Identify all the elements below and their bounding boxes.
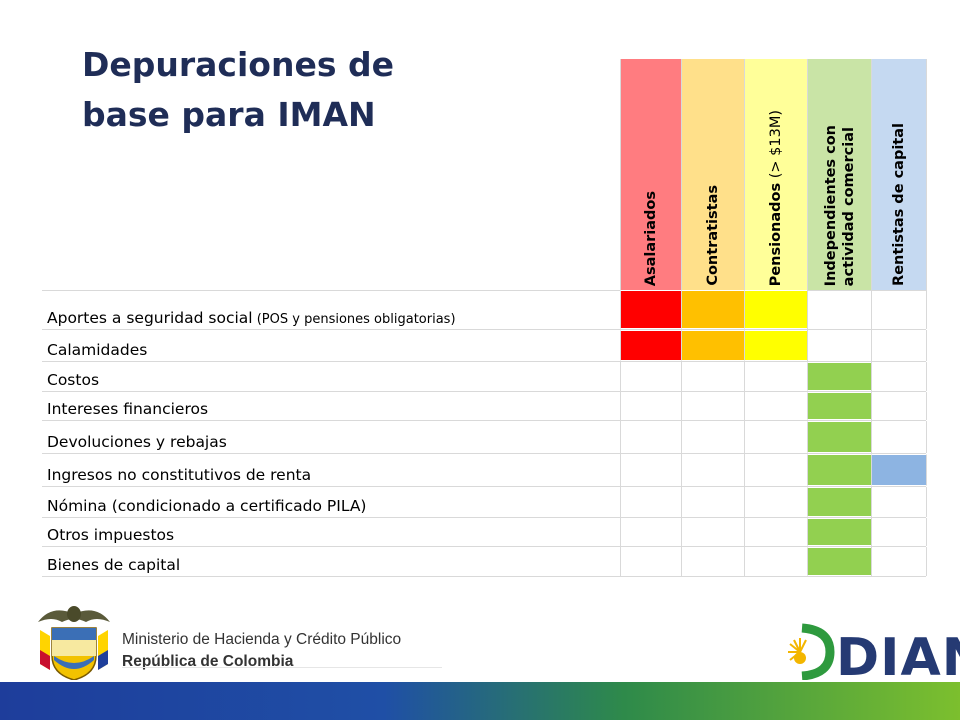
column-header-label: Independientes con actividad comercial <box>822 125 858 286</box>
table-row: Ingresos no constitutivos de renta <box>42 454 927 487</box>
table-cell <box>681 454 744 486</box>
column-header-label-note: (> $13M) <box>768 109 784 183</box>
column-header-label-line-2: actividad comercial <box>840 126 857 286</box>
table-cell <box>871 454 927 486</box>
table-cell <box>871 290 927 329</box>
table-row: Intereses financieros <box>42 392 927 421</box>
table-cell <box>871 362 927 391</box>
table-cell <box>681 330 744 361</box>
row-label-text: Bienes de capital <box>47 556 181 574</box>
title-line-2: base para IMAN <box>82 94 376 134</box>
table-cell <box>681 518 744 546</box>
row-label: Calamidades <box>47 341 147 359</box>
table-cell <box>807 454 871 486</box>
table-row: Costos <box>42 362 927 392</box>
row-label-note: (POS y pensiones obligatorias) <box>252 312 456 327</box>
column-header-rentistas: Rentistas de capital <box>871 59 927 290</box>
table-cell <box>807 290 871 329</box>
table-cell <box>620 518 681 546</box>
row-label: Otros impuestos <box>47 526 174 544</box>
row-label: Bienes de capital <box>47 556 180 574</box>
column-header-pensionados: Pensionados (> $13M) <box>744 59 807 290</box>
table-cell <box>807 547 871 576</box>
table-cell <box>871 330 927 361</box>
row-label: Ingresos no constitutivos de renta <box>47 466 311 484</box>
row-label: Nómina (condicionado a certificado PILA) <box>47 497 366 515</box>
column-header-contratistas: Contratistas <box>681 59 744 290</box>
table-cell <box>871 547 927 576</box>
table-cell <box>744 421 807 453</box>
row-label-text: Devoluciones y rebajas <box>47 433 227 451</box>
column-header-label: Asalariados <box>643 190 659 286</box>
table-cell <box>871 421 927 453</box>
row-label: Intereses financieros <box>47 400 208 418</box>
column-header-label-line-1: Independientes con <box>822 124 839 286</box>
table-row: Nómina (condicionado a certificado PILA) <box>42 487 927 518</box>
table-cell <box>681 290 744 329</box>
table-cell <box>744 330 807 361</box>
table-cell <box>620 487 681 517</box>
table-cell <box>744 290 807 329</box>
table-row: Calamidades <box>42 330 927 362</box>
ministry-text: Ministerio de Hacienda y Crédito Público… <box>122 629 401 673</box>
row-label-text: Otros impuestos <box>47 526 175 544</box>
ministry-line-2: República de Colombia <box>122 653 294 670</box>
table-cell <box>807 392 871 420</box>
table-cell <box>807 421 871 453</box>
table-row: Bienes de capital <box>42 547 927 577</box>
table-row: Aportes a seguridad social (POS y pensio… <box>42 290 927 330</box>
ministry-line-1: Ministerio de Hacienda y Crédito Público <box>122 631 402 648</box>
table-cell <box>620 421 681 453</box>
table-cell <box>871 518 927 546</box>
page-title: Depuraciones de base para IMAN <box>82 40 422 139</box>
table-cell <box>807 487 871 517</box>
bottom-color-band <box>0 682 960 720</box>
table-cell <box>681 392 744 420</box>
row-label-text: Ingresos no constitutivos de renta <box>47 466 312 484</box>
table-cell <box>620 330 681 361</box>
table-cell <box>744 547 807 576</box>
table-cell <box>620 392 681 420</box>
table-cell <box>807 330 871 361</box>
table-cell <box>681 362 744 391</box>
ministry-divider <box>122 667 442 668</box>
table-cell <box>620 454 681 486</box>
row-label-text: Calamidades <box>47 341 148 359</box>
table-cell <box>744 487 807 517</box>
table-cell <box>871 487 927 517</box>
table-cell <box>681 547 744 576</box>
table-cell <box>620 290 681 329</box>
title-line-1: Depuraciones de <box>82 45 394 84</box>
row-label: Aportes a seguridad social (POS y pensio… <box>47 309 456 327</box>
dian-logo-icon <box>788 623 835 680</box>
table-row: Devoluciones y rebajas <box>42 421 927 454</box>
dian-brand-text: DIAN <box>836 628 960 688</box>
column-header-label: Pensionados (> $13M) <box>767 110 785 286</box>
table-cell <box>871 392 927 420</box>
table-top-border <box>42 290 926 291</box>
table-cell <box>744 392 807 420</box>
table-cell <box>681 421 744 453</box>
table-row: Otros impuestos <box>42 518 927 547</box>
table-cell <box>620 362 681 391</box>
table-cell <box>744 454 807 486</box>
column-header-label-main: Pensionados <box>768 182 784 286</box>
table-cell <box>807 362 871 391</box>
table-cell <box>744 362 807 391</box>
row-label-text: Aportes a seguridad social <box>47 309 253 327</box>
table-cell <box>681 487 744 517</box>
table-cell <box>620 547 681 576</box>
row-label: Devoluciones y rebajas <box>47 433 227 451</box>
row-label-text: Costos <box>47 371 100 389</box>
column-header-label: Contratistas <box>705 185 721 286</box>
column-header-asalariados: Asalariados <box>620 59 681 290</box>
coat-of-arms-icon <box>38 606 110 680</box>
column-header-independientes: Independientes con actividad comercial <box>807 59 871 290</box>
row-label-text: Nómina (condicionado a certificado PILA) <box>47 497 367 515</box>
row-label-text: Intereses financieros <box>47 400 209 418</box>
table-cell <box>807 518 871 546</box>
column-header-label: Rentistas de capital <box>891 123 907 286</box>
row-label: Costos <box>47 371 99 389</box>
table-cell <box>744 518 807 546</box>
